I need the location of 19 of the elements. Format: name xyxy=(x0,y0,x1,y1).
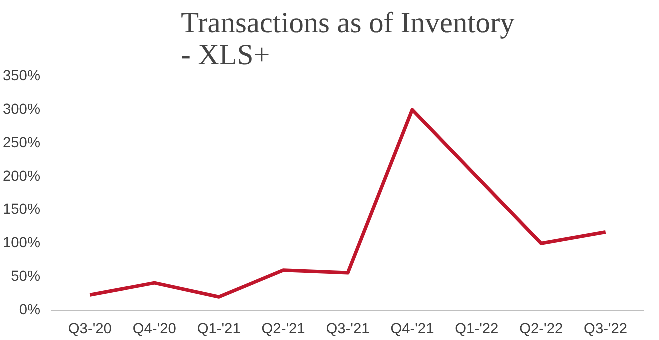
y-tick-label: 150% xyxy=(3,202,41,218)
x-tick-label: Q4-'20 xyxy=(132,322,176,338)
x-tick-label: Q3-'21 xyxy=(326,322,370,338)
x-tick-label: Q4-'21 xyxy=(390,322,434,338)
y-tick-label: 300% xyxy=(3,102,41,118)
x-tick-label: Q2-'22 xyxy=(520,322,564,338)
x-tick-label: Q3-'22 xyxy=(584,322,628,338)
x-tick-label: Q1-'21 xyxy=(197,322,241,338)
line-series xyxy=(88,108,608,299)
y-tick-label: 100% xyxy=(3,236,41,252)
x-tick-label: Q2-'21 xyxy=(262,322,306,338)
y-tick-label: 200% xyxy=(3,168,41,185)
y-tick-label: 250% xyxy=(3,135,41,152)
chart-title: Transactions as of Inventory - XLS+ xyxy=(181,8,516,72)
y-tick-label: 350% xyxy=(3,68,41,84)
y-tick-label: 0% xyxy=(19,302,41,318)
y-tick-label: 50% xyxy=(11,269,41,286)
x-tick-label: Q1-'22 xyxy=(455,322,499,338)
x-tick-label: Q3-'20 xyxy=(68,322,112,338)
